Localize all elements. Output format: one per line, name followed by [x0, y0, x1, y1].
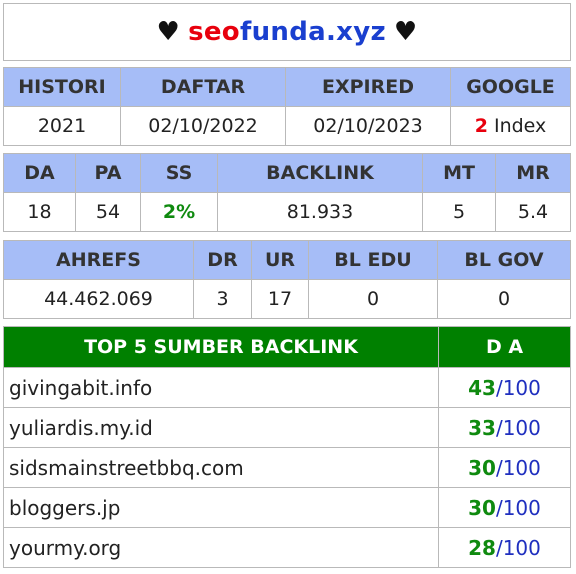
pa-value: 54	[75, 192, 141, 232]
header-mr: MR	[495, 153, 571, 193]
table-row: bloggers.jp 30/100	[3, 487, 571, 528]
da-score: 43	[468, 375, 496, 400]
backlink-site: yuliardis.my.id	[3, 407, 439, 448]
header-da-score: D A	[438, 326, 571, 368]
backlink-site: yourmy.org	[3, 527, 439, 568]
header-bl-edu: BL EDU	[308, 240, 438, 280]
backlink-value: 81.933	[217, 192, 423, 232]
backlink-da: 30/100	[438, 487, 571, 528]
heart-icon: ♥	[156, 17, 181, 47]
expired-value: 02/10/2023	[285, 106, 451, 146]
table-row: yourmy.org 28/100	[3, 527, 571, 568]
ur-value: 17	[251, 279, 309, 319]
ahrefs-table: AHREFS DR UR BL EDU BL GOV 44.462.069 3 …	[3, 240, 571, 319]
mr-value: 5.4	[495, 192, 571, 232]
google-index-count: 2	[474, 115, 488, 137]
da-score: 33	[468, 415, 496, 440]
heart-icon: ♥	[393, 17, 418, 47]
google-index-value: 2 Index	[450, 106, 571, 146]
mt-value: 5	[422, 192, 496, 232]
header-google: GOOGLE	[450, 67, 571, 107]
metrics-table: DA PA SS BACKLINK MT MR 18 54 2% 81.933 …	[3, 153, 571, 232]
da-max: /100	[495, 415, 541, 440]
bl-edu-value: 0	[308, 279, 438, 319]
header-daftar: DAFTAR	[120, 67, 286, 107]
da-max: /100	[495, 535, 541, 560]
header-mt: MT	[422, 153, 496, 193]
site-title: ♥ seo funda.xyz ♥	[3, 3, 571, 61]
table-row: sidsmainstreetbbq.com 30/100	[3, 447, 571, 488]
backlink-da: 33/100	[438, 407, 571, 448]
da-max: /100	[495, 495, 541, 520]
header-histori: HISTORI	[3, 67, 121, 107]
header-pa: PA	[75, 153, 141, 193]
header-bl-gov: BL GOV	[437, 240, 571, 280]
backlink-da: 43/100	[438, 367, 571, 408]
da-max: /100	[495, 375, 541, 400]
title-domain: funda.xyz	[239, 17, 386, 47]
header-da: DA	[3, 153, 76, 193]
header-top-sources: TOP 5 SUMBER BACKLINK	[3, 326, 439, 368]
header-expired: EXPIRED	[285, 67, 451, 107]
google-index-label: Index	[487, 115, 547, 137]
title-seo: seo	[188, 17, 240, 47]
bl-gov-value: 0	[437, 279, 571, 319]
backlink-site: sidsmainstreetbbq.com	[3, 447, 439, 488]
header-dr: DR	[193, 240, 252, 280]
backlink-da: 28/100	[438, 527, 571, 568]
daftar-value: 02/10/2022	[120, 106, 286, 146]
top-backlink-table: TOP 5 SUMBER BACKLINK D A givingabit.inf…	[3, 326, 571, 568]
dr-value: 3	[193, 279, 252, 319]
table-row: yuliardis.my.id 33/100	[3, 407, 571, 448]
header-backlink: BACKLINK	[217, 153, 423, 193]
backlink-site: bloggers.jp	[3, 487, 439, 528]
backlink-site: givingabit.info	[3, 367, 439, 408]
da-score: 30	[468, 495, 496, 520]
domain-history-table: HISTORI DAFTAR EXPIRED GOOGLE 2021 02/10…	[3, 67, 571, 146]
ahrefs-value: 44.462.069	[3, 279, 194, 319]
header-ur: UR	[251, 240, 309, 280]
header-ahrefs: AHREFS	[3, 240, 194, 280]
header-ss: SS	[140, 153, 218, 193]
da-score: 28	[468, 535, 496, 560]
backlink-da: 30/100	[438, 447, 571, 488]
da-max: /100	[495, 455, 541, 480]
histori-value: 2021	[3, 106, 121, 146]
table-row: givingabit.info 43/100	[3, 367, 571, 408]
da-score: 30	[468, 455, 496, 480]
da-value: 18	[3, 192, 76, 232]
ss-value: 2%	[140, 192, 218, 232]
